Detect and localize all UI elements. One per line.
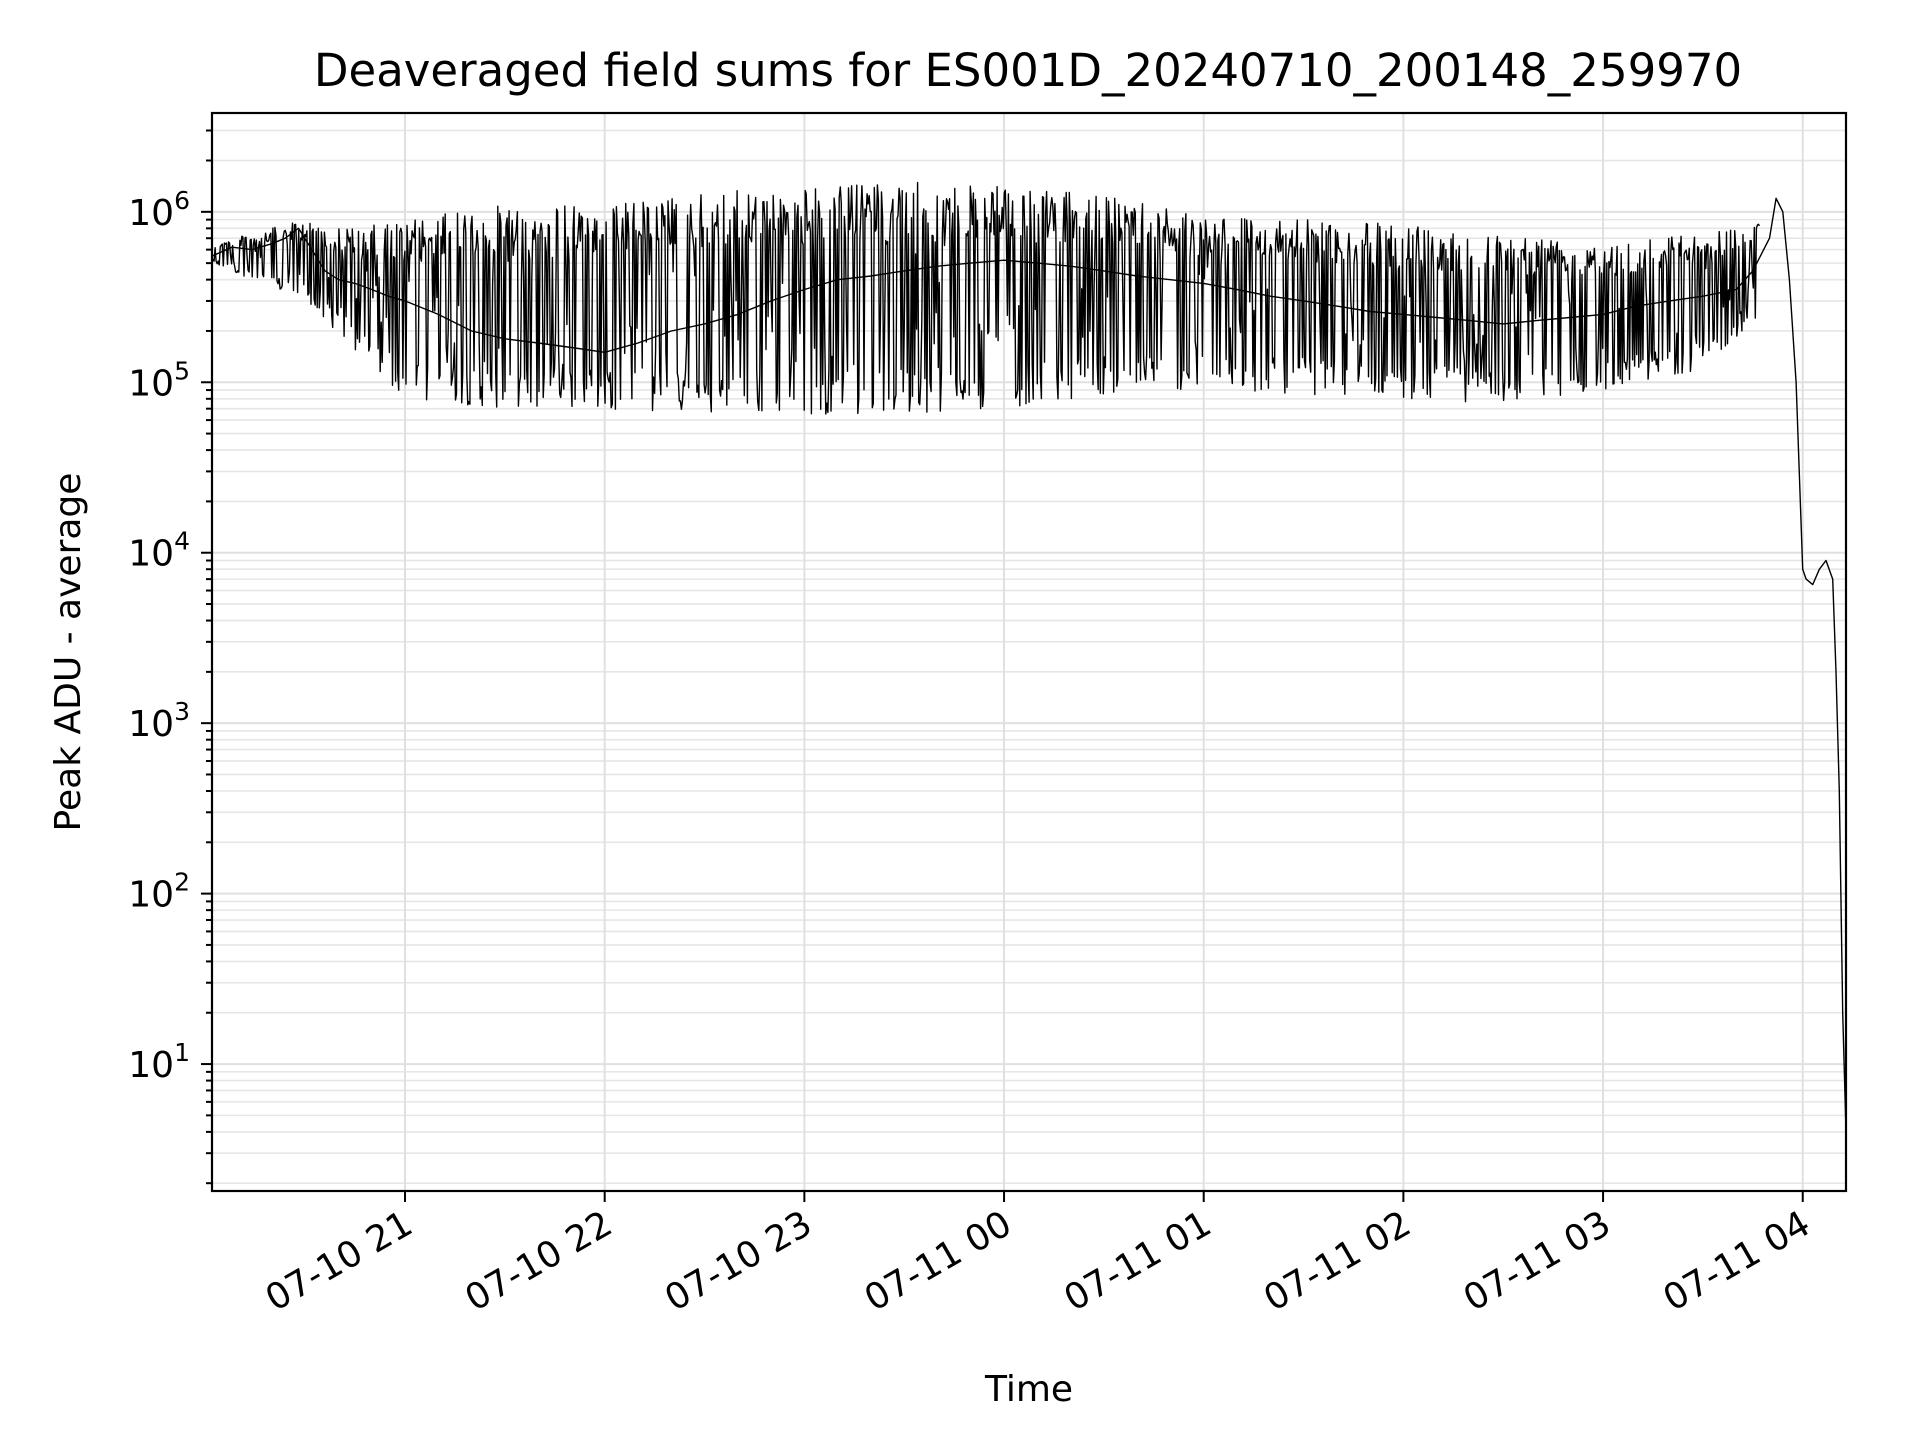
y-tick-label-base: 10 — [128, 363, 174, 404]
series-line-0 — [211, 197, 1847, 1132]
y-tick-label-exp: 4 — [174, 527, 190, 556]
series-noise-line — [211, 181, 1761, 415]
x-tick-label: 07-10 21 — [259, 1203, 420, 1319]
plot-frame — [210, 111, 1848, 1193]
chart-title: Deaveraged field sums for ES001D_2024071… — [314, 44, 1742, 97]
y-tick-label: 103 — [128, 697, 190, 745]
y-tick-label: 102 — [128, 868, 190, 916]
x-tick-label: 07-10 22 — [459, 1203, 620, 1319]
series-layer — [211, 181, 1847, 1132]
y-tick-label: 106 — [128, 186, 190, 234]
y-tick-label: 104 — [128, 527, 190, 575]
x-tick-label: 07-11 04 — [1657, 1203, 1818, 1319]
y-tick-label-exp: 2 — [174, 868, 190, 897]
y-tick-label-base: 10 — [128, 1045, 174, 1086]
y-tick-label-exp: 1 — [174, 1038, 190, 1067]
x-tick-label: 07-11 03 — [1457, 1203, 1618, 1319]
x-tick-label: 07-11 00 — [858, 1203, 1019, 1319]
y-tick-label: 105 — [128, 356, 190, 404]
y-tick-label-base: 10 — [128, 875, 174, 916]
x-tick-label: 07-11 02 — [1257, 1203, 1418, 1319]
y-tick-label: 101 — [128, 1038, 190, 1086]
y-tick-label-exp: 6 — [174, 186, 190, 215]
y-axis-label: Peak ADU - average — [48, 473, 89, 832]
x-tick-label: 07-10 23 — [658, 1203, 819, 1319]
x-axis-label: Time — [984, 1369, 1073, 1410]
x-tick-label: 07-11 01 — [1058, 1203, 1219, 1319]
y-tick-label-base: 10 — [128, 534, 174, 575]
y-tick-label-exp: 5 — [174, 356, 190, 385]
y-tick-label-base: 10 — [128, 704, 174, 745]
y-tick-label-base: 10 — [128, 193, 174, 234]
y-tick-label-exp: 3 — [174, 697, 190, 726]
